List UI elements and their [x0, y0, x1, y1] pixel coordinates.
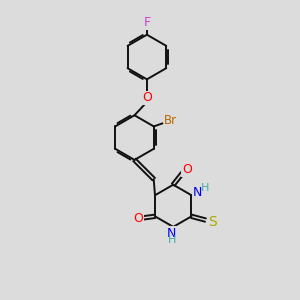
Text: O: O — [142, 92, 152, 104]
Text: O: O — [133, 212, 143, 225]
Text: O: O — [182, 163, 192, 176]
Text: N: N — [167, 227, 176, 240]
Text: Br: Br — [164, 114, 177, 128]
Text: S: S — [208, 214, 217, 229]
Text: H: H — [201, 182, 209, 193]
Text: F: F — [143, 16, 151, 29]
Text: H: H — [167, 235, 176, 245]
Text: N: N — [192, 186, 202, 199]
